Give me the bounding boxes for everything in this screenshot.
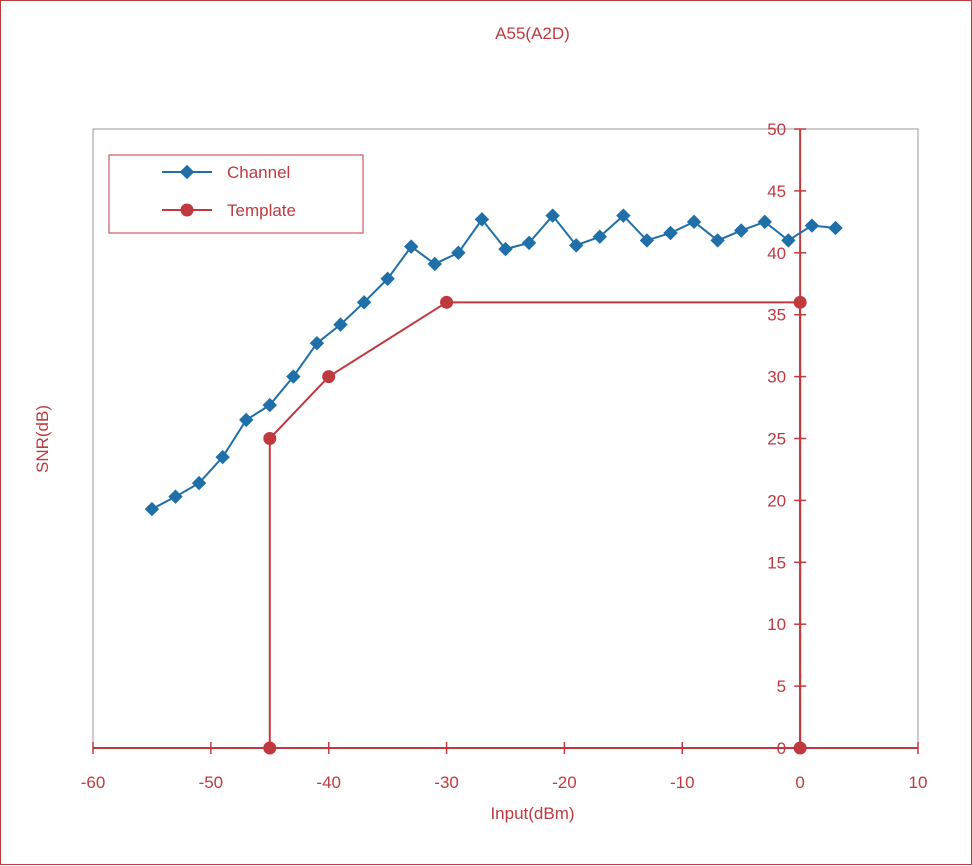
data-point-channel (262, 397, 277, 413)
y-tick-label: 40 (767, 244, 786, 263)
y-tick-label: 5 (777, 677, 786, 696)
data-point-template (263, 432, 277, 445)
data-point-channel (616, 208, 631, 223)
data-point-channel (168, 489, 183, 504)
y-tick-label: 0 (777, 739, 786, 758)
data-point-channel (333, 317, 348, 332)
chart-title: A55(A2D) (495, 24, 570, 43)
data-point-template (793, 741, 807, 755)
y-tick-label: 45 (767, 182, 786, 201)
data-point-channel (474, 212, 490, 227)
x-tick-label: -60 (81, 773, 106, 792)
data-point-channel (663, 225, 678, 241)
data-point-template (263, 741, 277, 755)
legend-marker-template (180, 203, 194, 217)
data-point-template (322, 370, 336, 384)
data-point-template (440, 295, 454, 309)
legend-label-template: Template (227, 201, 296, 220)
legend-marker-channel (179, 164, 195, 180)
data-point-channel (828, 220, 843, 236)
data-point-channel (804, 218, 820, 233)
data-point-channel (191, 475, 207, 491)
series-line-template (268, 301, 802, 748)
x-tick-label: -30 (434, 773, 459, 792)
data-point-channel (239, 412, 254, 428)
y-tick-label: 50 (767, 120, 786, 139)
y-tick-label: 30 (767, 368, 786, 387)
data-point-channel (639, 233, 655, 248)
data-point-channel (569, 238, 584, 253)
data-point-channel (215, 449, 230, 465)
x-tick-label: 0 (795, 773, 804, 792)
legend-label-channel: Channel (227, 163, 290, 182)
data-point-channel (592, 229, 607, 244)
data-point-channel (757, 214, 772, 230)
data-point-channel (686, 214, 702, 230)
y-axis-title: SNR(dB) (33, 405, 52, 473)
x-tick-label: 10 (909, 773, 928, 792)
x-tick-label: -20 (552, 773, 577, 792)
data-point-channel (404, 239, 419, 254)
data-point-channel (286, 369, 301, 384)
data-point-channel (521, 235, 537, 251)
y-tick-label: 25 (767, 430, 786, 449)
data-point-channel (356, 295, 372, 310)
data-point-channel (309, 335, 325, 351)
legend-box (108, 154, 364, 234)
data-point-template (793, 295, 807, 309)
y-tick-label: 15 (767, 553, 786, 572)
data-point-channel (451, 245, 466, 261)
data-point-channel (781, 233, 796, 248)
data-point-channel (427, 256, 442, 272)
data-point-channel (380, 271, 395, 287)
x-tick-label: -50 (199, 773, 224, 792)
y-tick-label: 20 (767, 491, 786, 510)
x-tick-label: -40 (316, 773, 341, 792)
data-point-channel (545, 208, 560, 223)
y-tick-label: 35 (767, 306, 786, 325)
x-axis-title: Input(dBm) (490, 804, 574, 823)
data-point-channel (498, 241, 513, 257)
data-point-channel (734, 223, 749, 238)
data-point-channel (144, 501, 160, 517)
data-point-channel (710, 233, 725, 248)
x-tick-label: -10 (670, 773, 695, 792)
y-tick-label: 10 (767, 615, 786, 634)
